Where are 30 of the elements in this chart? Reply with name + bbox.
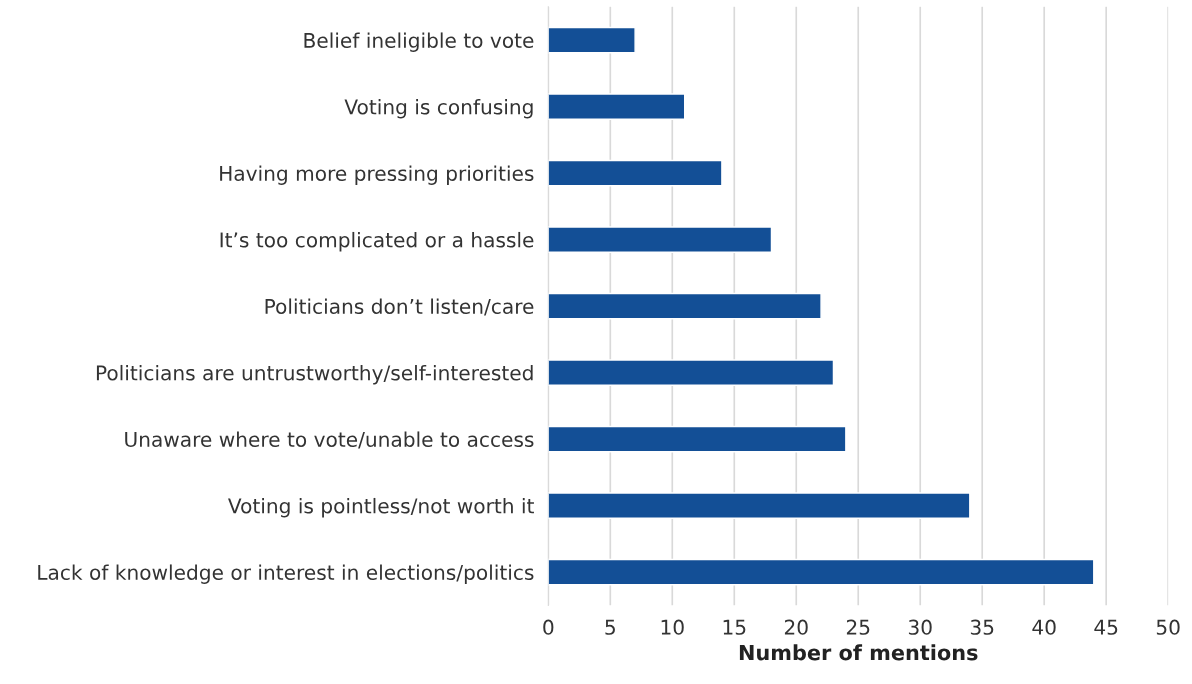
x-tick-label: 50: [1156, 619, 1180, 635]
bar: [548, 26, 636, 54]
bar: [548, 159, 723, 187]
x-tick-label: 10: [661, 619, 684, 635]
x-tick-label: 45: [1094, 619, 1118, 635]
y-tick-label: Lack of knowledge or interest in elections/politics: [38, 564, 534, 584]
x-tick-label: 15: [723, 619, 746, 635]
x-tick-label: 30: [908, 619, 932, 635]
bar: [548, 558, 1095, 586]
y-tick-label: Voting is pointless/not worth it: [228, 497, 534, 518]
x-tick-label: 5: [605, 619, 615, 635]
x-tick-label: 40: [1032, 619, 1056, 635]
x-tick-label: 20: [784, 619, 808, 635]
x-tick-label: 35: [970, 619, 994, 635]
y-tick-label: It’s too complicated or a hassle: [220, 231, 534, 252]
y-tick-label: Unaware where to vote/unable to access: [125, 431, 534, 449]
bar: [548, 359, 835, 386]
y-tick-label: Politicians don’t listen/care: [265, 298, 534, 316]
bar: [548, 492, 971, 519]
y-tick-label: Belief ineligible to vote: [304, 32, 534, 52]
bar: [548, 226, 773, 253]
bar: [548, 425, 847, 453]
x-axis-title: Number of mentions: [739, 644, 978, 661]
bar: [548, 292, 822, 320]
y-tick-label: Politicians are untrustworthy/self-interested: [96, 364, 533, 385]
bar: [548, 93, 686, 120]
x-tick-label: 0: [543, 619, 554, 635]
y-tick-label: Voting is confusing: [344, 98, 533, 119]
x-tick-label: 25: [846, 619, 870, 635]
y-tick-label: Having more pressing priorities: [220, 165, 534, 185]
